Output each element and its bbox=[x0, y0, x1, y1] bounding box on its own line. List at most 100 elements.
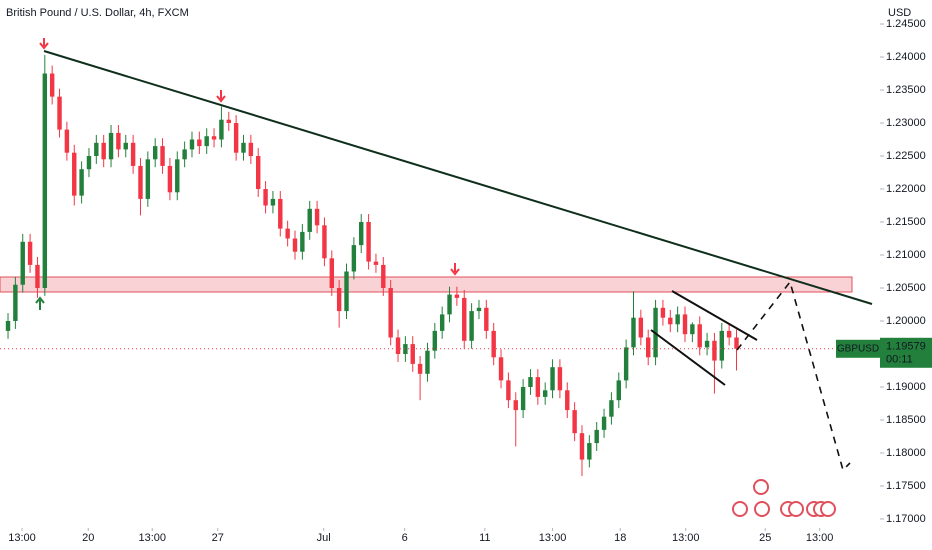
x-tick-label: 13:00 bbox=[539, 532, 567, 544]
candle-body bbox=[609, 400, 614, 417]
drawings bbox=[0, 276, 853, 293]
candle-body bbox=[123, 142, 128, 150]
candle-body bbox=[712, 340, 717, 361]
candle-body bbox=[601, 416, 607, 430]
candle-body bbox=[241, 142, 246, 153]
candle-body bbox=[189, 139, 195, 150]
candles bbox=[0, 55, 880, 477]
y-tick-label: 1.20500 bbox=[886, 282, 926, 294]
candle-body bbox=[410, 344, 415, 364]
time-axis bbox=[0, 528, 932, 550]
candle-body bbox=[182, 149, 187, 160]
candle-body bbox=[506, 380, 511, 401]
candle-body bbox=[42, 73, 48, 288]
x-tick-label: 27 bbox=[212, 532, 224, 544]
candle-body bbox=[233, 123, 239, 153]
candle-body bbox=[344, 271, 349, 312]
candle-body bbox=[690, 324, 695, 335]
y-tick-label: 1.22000 bbox=[886, 183, 926, 195]
candle-body bbox=[726, 330, 732, 338]
candle-body bbox=[248, 142, 254, 157]
event-icon bbox=[788, 501, 804, 517]
candle-body bbox=[197, 139, 202, 147]
candle-body bbox=[734, 337, 739, 349]
candle-body bbox=[704, 340, 710, 348]
y-tick-label: 1.23000 bbox=[886, 117, 926, 129]
y-tick-label: 1.20000 bbox=[886, 315, 926, 327]
y-tick-label: 1.24000 bbox=[886, 51, 926, 63]
candle-body bbox=[138, 165, 143, 199]
candle-body bbox=[57, 96, 62, 130]
candle-body bbox=[5, 320, 11, 331]
candle-body bbox=[314, 208, 320, 226]
candle-body bbox=[152, 146, 158, 160]
last-price-label: 1.19579 bbox=[886, 341, 926, 353]
candle-body bbox=[550, 367, 555, 391]
candle-body bbox=[594, 429, 599, 444]
candle-body bbox=[528, 377, 533, 387]
x-tick-label: Jul bbox=[317, 532, 331, 544]
trendline bbox=[43, 50, 873, 305]
candle-body bbox=[697, 324, 702, 348]
last-price-badge bbox=[880, 337, 932, 368]
projection-path bbox=[736, 280, 851, 472]
candle-body bbox=[454, 294, 460, 298]
arrow-up bbox=[35, 296, 45, 310]
candle-body bbox=[660, 307, 666, 318]
candle-body bbox=[498, 357, 504, 381]
candle-body bbox=[557, 367, 563, 391]
chart-title: British Pound / U.S. Dollar, 4h, FXCM bbox=[6, 7, 189, 19]
candle-body bbox=[175, 159, 180, 193]
candle-body bbox=[108, 132, 114, 160]
candle-body bbox=[675, 314, 680, 325]
candle-body bbox=[336, 287, 342, 312]
y-tick-label: 1.23500 bbox=[886, 84, 926, 96]
candle-body bbox=[94, 142, 99, 157]
candle-body bbox=[373, 261, 379, 265]
y-tick-label: 1.24500 bbox=[886, 18, 926, 30]
candle-body bbox=[278, 198, 283, 229]
arrow-down bbox=[39, 38, 49, 50]
candle-body bbox=[668, 317, 673, 325]
candle-body bbox=[160, 146, 165, 166]
candle-body bbox=[542, 390, 548, 397]
candle-body bbox=[256, 156, 261, 190]
candle-body bbox=[219, 119, 224, 140]
x-tick-label: 13:00 bbox=[672, 532, 700, 544]
candle-body bbox=[513, 400, 518, 411]
candle-body bbox=[211, 136, 217, 140]
candle-body bbox=[130, 142, 136, 166]
candle-body bbox=[631, 317, 636, 348]
pattern-line bbox=[671, 290, 758, 341]
event-icons bbox=[732, 479, 836, 517]
event-icon bbox=[754, 501, 770, 517]
candle-body bbox=[307, 208, 312, 232]
candle-body bbox=[381, 264, 386, 288]
candle-body bbox=[417, 363, 423, 374]
y-tick-label: 1.21500 bbox=[886, 216, 926, 228]
candle-body bbox=[86, 156, 92, 170]
candle-body bbox=[13, 284, 18, 321]
candle-body bbox=[167, 165, 173, 193]
x-tick-label: 11 bbox=[479, 532, 490, 544]
candle-body bbox=[351, 245, 357, 272]
candle-body bbox=[329, 258, 335, 288]
event-icon bbox=[753, 479, 769, 495]
candle-body bbox=[292, 238, 298, 252]
candle-body bbox=[116, 132, 121, 150]
candle-body bbox=[646, 337, 651, 358]
x-tick-label: 13:00 bbox=[138, 532, 166, 544]
candle-body bbox=[565, 390, 570, 411]
arrow-down bbox=[450, 263, 460, 276]
y-tick-label: 1.17500 bbox=[886, 480, 926, 492]
candle-body bbox=[27, 241, 33, 265]
candle-body bbox=[719, 330, 725, 361]
candle-body bbox=[285, 228, 290, 239]
pattern-line bbox=[650, 329, 726, 386]
candle-body bbox=[64, 129, 70, 153]
candle-body bbox=[300, 231, 305, 252]
candle-body bbox=[469, 311, 474, 341]
